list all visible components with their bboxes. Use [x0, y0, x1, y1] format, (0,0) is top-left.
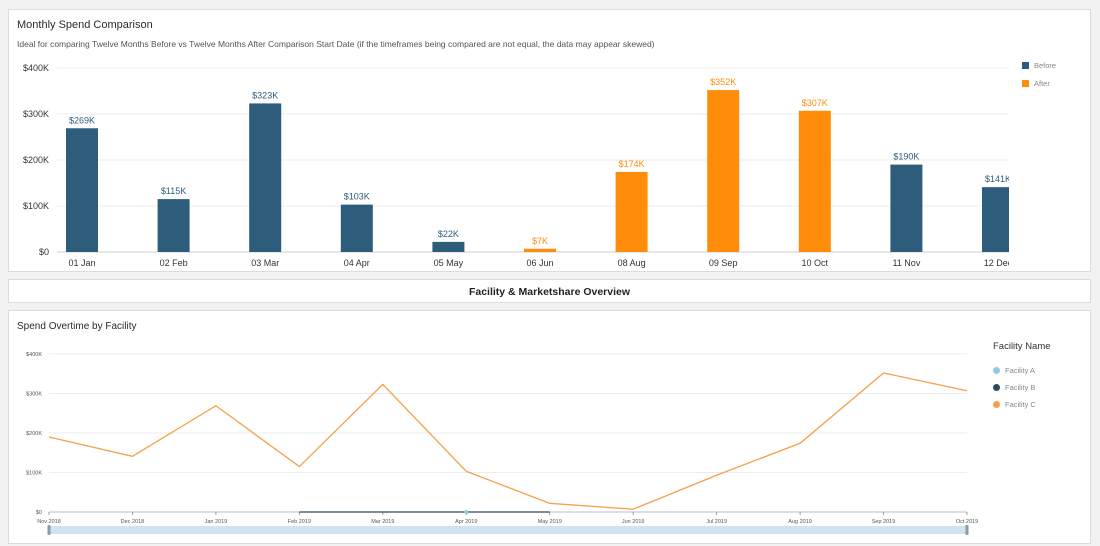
- bar-category-label: 06 Jun: [526, 258, 553, 268]
- series-line-facility-c[interactable]: [48, 372, 968, 510]
- line-x-tick-label: Feb 2019: [288, 519, 311, 525]
- legend-item-facility-c[interactable]: Facility C: [993, 400, 1036, 409]
- range-slider-right-handle[interactable]: [965, 525, 969, 535]
- line-y-tick-label: $100K: [26, 471, 42, 477]
- bar-category-label: 02 Feb: [160, 258, 188, 268]
- monthly-title: Monthly Spend Comparison: [17, 19, 153, 31]
- line-x-tick-label: Oct 2019: [956, 519, 978, 525]
- monthly-spend-panel: Monthly Spend Comparison Ideal for compa…: [8, 9, 1091, 272]
- bar-y-tick-label: $200K: [23, 155, 49, 165]
- bar-05-may[interactable]: [432, 241, 465, 252]
- line-x-tick-label: May 2019: [538, 519, 562, 525]
- bar-value-label: $307K: [802, 98, 828, 108]
- bar-category-label: 05 May: [434, 258, 464, 268]
- bar-category-label: 01 Jan: [68, 258, 95, 268]
- bar-category-label: 08 Aug: [618, 258, 646, 268]
- legend-dot: [993, 384, 1000, 391]
- legend-item-facility-a[interactable]: Facility A: [993, 366, 1035, 375]
- bar-value-label: $174K: [619, 159, 645, 169]
- line-x-tick-label: Jun 2019: [622, 519, 645, 525]
- bar-03-mar[interactable]: [249, 103, 282, 252]
- series-point-facility-a[interactable]: [464, 510, 469, 514]
- bar-value-label: $141K: [985, 174, 1009, 184]
- line-x-tick-label: Dec 2018: [121, 519, 145, 525]
- facility-header-panel: Facility & Marketshare Overview: [8, 279, 1091, 303]
- top-border: [0, 0, 1100, 4]
- legend-item-facility-b[interactable]: Facility B: [993, 383, 1035, 392]
- bar-category-label: 03 Mar: [251, 258, 279, 268]
- line-y-tick-label: $400K: [26, 352, 42, 358]
- bar-y-tick-label: $100K: [23, 201, 49, 211]
- bar-02-feb[interactable]: [157, 199, 190, 252]
- bar-category-label: 12 Dec: [984, 258, 1009, 268]
- legend-swatch: [1022, 62, 1029, 69]
- legend-swatch: [1022, 80, 1029, 87]
- legend-dot: [993, 367, 1000, 374]
- bar-value-label: $22K: [438, 229, 459, 239]
- line-x-tick-label: Jul 2019: [706, 519, 727, 525]
- section-title: Facility & Marketshare Overview: [468, 286, 631, 298]
- line-y-tick-label: $300K: [26, 392, 42, 398]
- bar-value-label: $323K: [252, 90, 278, 100]
- bar-01-jan[interactable]: [66, 128, 98, 252]
- legend-label: After: [1034, 79, 1050, 88]
- bar-category-label: 10 Oct: [802, 258, 829, 268]
- bar-08-aug[interactable]: [615, 171, 648, 252]
- range-slider-left-handle[interactable]: [47, 525, 51, 535]
- legend-item-after[interactable]: After: [1022, 79, 1050, 88]
- bar-value-label: $7K: [532, 236, 548, 246]
- line-y-tick-label: $0: [36, 510, 42, 516]
- line-y-tick-label: $200K: [26, 431, 42, 437]
- line-x-tick-label: Apr 2019: [455, 519, 477, 525]
- spend-overtime-panel: Spend Overtime by Facility $0 $100K $200K $…: [8, 310, 1091, 544]
- bar-category-label: 04 Apr: [344, 258, 370, 268]
- overtime-title: Spend Overtime by Facility: [17, 321, 137, 332]
- monthly-subtitle: Ideal for comparing Twelve Months Before…: [17, 39, 655, 49]
- bar-11-nov[interactable]: [890, 164, 923, 252]
- line-x-tick-label: Mar 2019: [371, 519, 394, 525]
- legend-label: Before: [1034, 61, 1057, 70]
- legend-label: Facility B: [1005, 383, 1036, 392]
- legend-item-before[interactable]: Before: [1022, 61, 1056, 70]
- bar-12-dec[interactable]: [982, 187, 1009, 252]
- line-x-tick-label: Nov 2018: [37, 519, 61, 525]
- bar-category-label: 11 Nov: [892, 258, 920, 268]
- legend-dot: [993, 401, 1000, 408]
- legend-label: Facility A: [1005, 366, 1036, 375]
- bar-value-label: $190K: [893, 152, 919, 162]
- bar-09-sep[interactable]: [707, 90, 740, 252]
- legend-title: Facility Name: [993, 341, 1051, 352]
- monthly-bar-chart: $0 $100K $200K $300K $400K $269K 01 Jan $115K 02…: [23, 63, 1009, 268]
- bar-06-jun[interactable]: [524, 248, 556, 252]
- bar-category-label: 09 Sep: [709, 258, 738, 268]
- overtime-line-chart: $0 $100K $200K $300K $400K Nov 2018 Dec 2018 Ja…: [26, 352, 978, 535]
- line-x-tick-label: Jan 2019: [205, 519, 228, 525]
- range-slider-track[interactable]: [49, 526, 967, 534]
- bar-value-label: $115K: [161, 186, 186, 196]
- bar-value-label: $352K: [710, 77, 736, 87]
- bar-y-tick-label: $400K: [23, 63, 49, 73]
- legend-label: Facility C: [1005, 400, 1036, 409]
- bar-value-label: $269K: [69, 115, 95, 125]
- bar-10-oct[interactable]: [798, 110, 831, 252]
- bar-y-tick-label: $0: [39, 247, 49, 257]
- bar-y-tick-label: $300K: [23, 109, 49, 119]
- line-x-tick-label: Sep 2019: [872, 519, 896, 525]
- line-x-tick-label: Aug 2019: [788, 519, 812, 525]
- bar-value-label: $103K: [344, 192, 370, 202]
- bar-04-apr[interactable]: [340, 204, 373, 252]
